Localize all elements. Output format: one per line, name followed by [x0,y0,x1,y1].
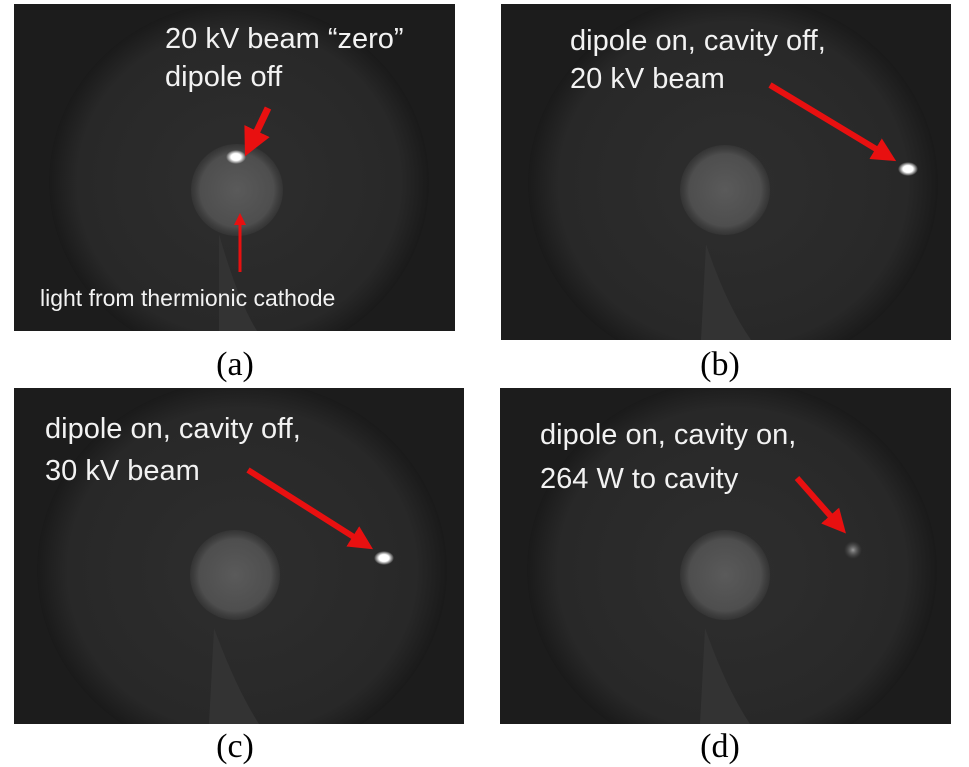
annotation: dipole on, cavity off, [45,413,301,445]
annotation: 20 kV beam [570,63,725,95]
annotation: light from thermionic cathode [40,285,335,311]
photo: dipole on, cavity on, 264 W to cavity [500,380,951,760]
annotation: dipole on, cavity on, [540,419,796,451]
photo-panel: 20 kV beam “zero” dipole off light from … [14,2,455,362]
annotation: 20 kV beam “zero” [165,23,404,55]
photo-panel: dipole on, cavity on, 264 W to cavity [500,380,951,760]
photo: dipole on, cavity off, 20 kV beam [501,0,951,374]
annotation: dipole off [165,61,283,93]
photo: 20 kV beam “zero” dipole off light from … [14,2,455,362]
caption: (b) [700,346,740,383]
photo-panel: dipole on, cavity off, 30 kV beam [14,380,464,760]
caption: (a) [216,346,254,383]
annotation: 264 W to cavity [540,463,739,495]
caption: (c) [216,728,254,765]
photo: dipole on, cavity off, 30 kV beam [14,380,464,760]
annotation: 30 kV beam [45,455,200,487]
annotation: dipole on, cavity off, [570,25,826,57]
caption: (d) [700,728,740,765]
photo-panel: dipole on, cavity off, 20 kV beam [501,0,951,374]
